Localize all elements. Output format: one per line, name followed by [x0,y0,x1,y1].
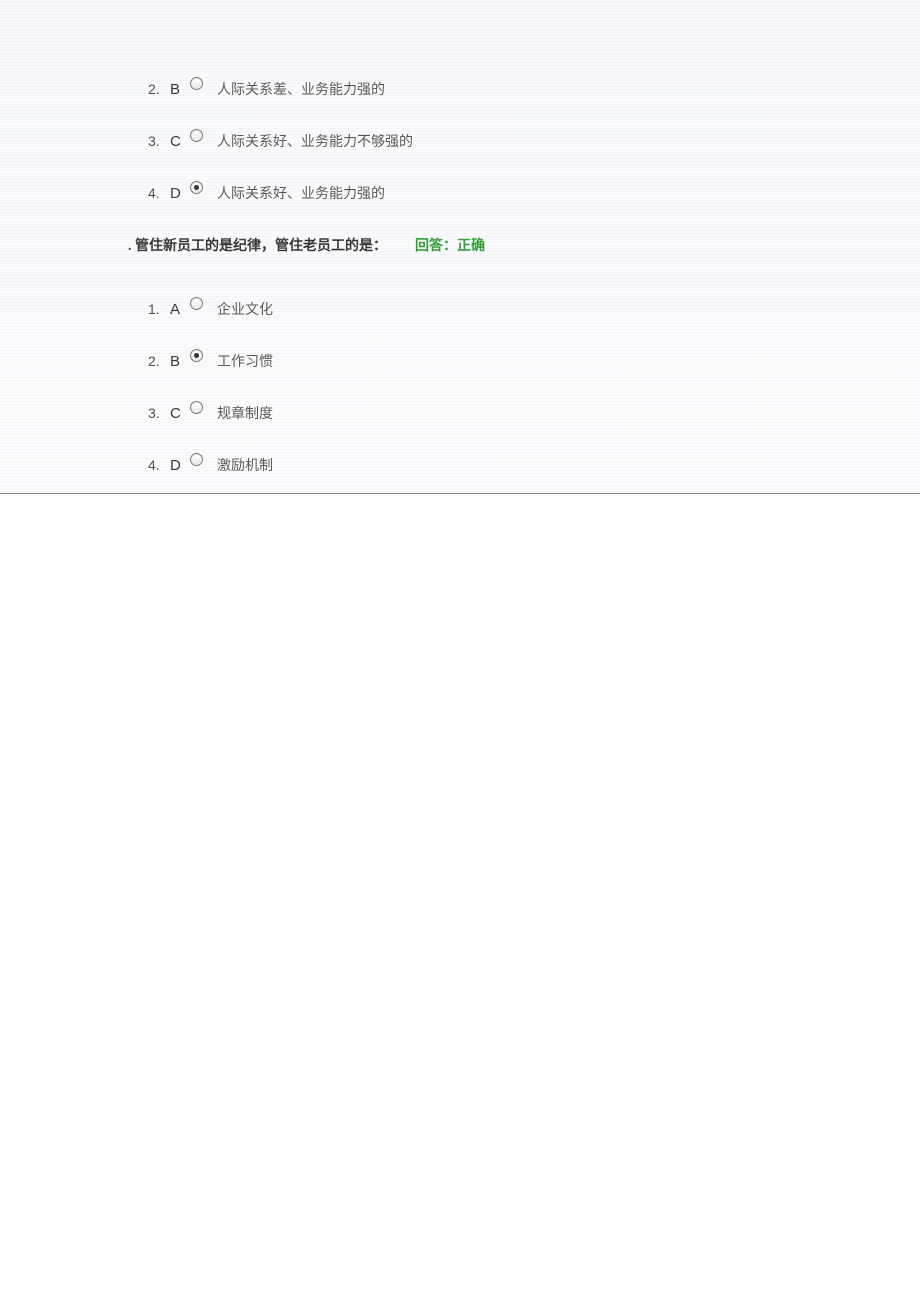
option-number: 4. [148,457,164,473]
radio-icon-selected [190,349,203,362]
question-prompt: . 管住新员工的是纪律，管住老员工的是： [128,235,387,255]
radio-wrap[interactable] [190,297,203,310]
option-letter: B [170,81,184,98]
option-letter: B [170,353,184,370]
option-number: 3. [148,133,164,149]
radio-icon [190,453,203,466]
quiz-page: 2. B 人际关系差、业务能力强的 3. C 人际关系好、业务能力不够强的 4.… [0,0,920,494]
option-letter: A [170,301,184,318]
radio-wrap[interactable] [190,401,203,414]
option-letter: D [170,185,184,202]
option-number: 2. [148,353,164,369]
radio-wrap[interactable] [190,181,203,194]
q2-header: . 管住新员工的是纪律，管住老员工的是： 回答：正确 [0,235,920,255]
option-letter: D [170,457,184,474]
option-text: 人际关系好、业务能力不够强的 [217,131,413,151]
option-letter: C [170,405,184,422]
q2-option-a[interactable]: 1. A 企业文化 [0,299,920,319]
option-text: 企业文化 [217,299,273,319]
option-text: 人际关系差、业务能力强的 [217,79,385,99]
radio-icon [190,77,203,90]
option-number: 1. [148,301,164,317]
option-text: 人际关系好、业务能力强的 [217,183,385,203]
option-text: 工作习惯 [217,351,273,371]
radio-icon [190,401,203,414]
radio-wrap[interactable] [190,77,203,90]
q1-option-b[interactable]: 2. B 人际关系差、业务能力强的 [0,79,920,99]
option-text: 激励机制 [217,455,273,475]
answer-status: 回答：正确 [415,235,485,255]
q2-option-c[interactable]: 3. C 规章制度 [0,403,920,423]
option-text: 规章制度 [217,403,273,423]
q1-option-c[interactable]: 3. C 人际关系好、业务能力不够强的 [0,131,920,151]
radio-icon [190,129,203,142]
option-number: 4. [148,185,164,201]
content-area: 2. B 人际关系差、业务能力强的 3. C 人际关系好、业务能力不够强的 4.… [0,0,920,494]
radio-wrap[interactable] [190,129,203,142]
radio-icon-selected [190,181,203,194]
option-number: 3. [148,405,164,421]
q2-option-b[interactable]: 2. B 工作习惯 [0,351,920,371]
radio-wrap[interactable] [190,349,203,362]
option-letter: C [170,133,184,150]
radio-wrap[interactable] [190,453,203,466]
q1-option-d[interactable]: 4. D 人际关系好、业务能力强的 [0,183,920,203]
option-number: 2. [148,81,164,97]
q2-option-d[interactable]: 4. D 激励机制 [0,455,920,475]
radio-icon [190,297,203,310]
